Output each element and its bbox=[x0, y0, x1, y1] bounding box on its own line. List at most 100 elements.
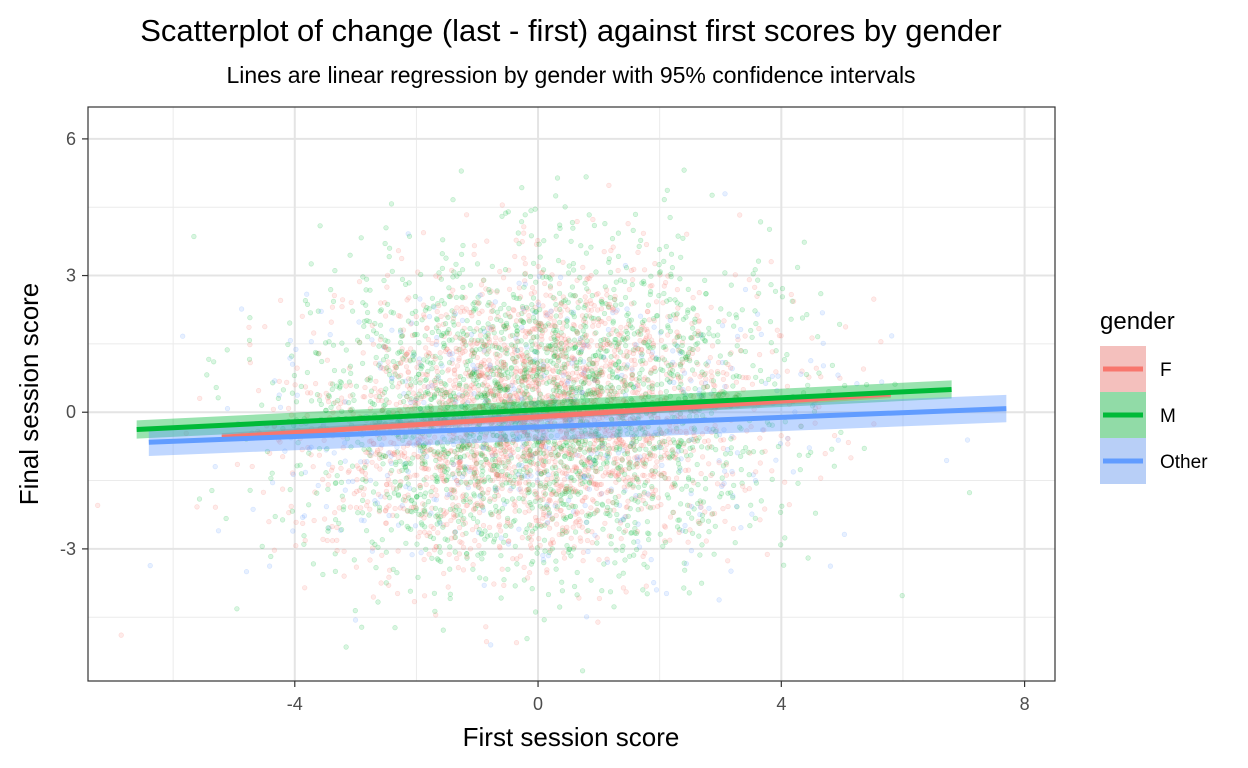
data-point bbox=[525, 383, 531, 389]
data-point bbox=[361, 517, 367, 524]
data-point bbox=[778, 542, 784, 548]
data-point bbox=[585, 467, 591, 474]
data-point bbox=[620, 476, 627, 482]
data-point bbox=[510, 480, 516, 486]
data-point bbox=[750, 271, 756, 277]
data-point bbox=[430, 535, 437, 542]
data-point bbox=[413, 379, 419, 385]
data-point bbox=[427, 439, 434, 445]
data-point bbox=[706, 325, 712, 332]
data-point bbox=[680, 335, 687, 341]
data-point bbox=[499, 566, 505, 572]
data-point bbox=[596, 446, 603, 452]
data-point bbox=[756, 290, 762, 296]
data-point bbox=[777, 509, 784, 515]
data-point bbox=[493, 452, 499, 459]
data-point bbox=[481, 277, 487, 283]
data-point bbox=[423, 481, 429, 488]
data-point bbox=[778, 333, 784, 339]
data-point bbox=[506, 305, 512, 312]
data-point bbox=[498, 472, 504, 478]
data-point bbox=[499, 468, 505, 475]
data-point bbox=[599, 385, 605, 391]
data-point bbox=[491, 330, 497, 336]
data-point bbox=[507, 333, 514, 339]
data-point bbox=[298, 383, 304, 390]
data-point bbox=[505, 324, 511, 331]
data-point bbox=[543, 449, 549, 455]
data-point bbox=[509, 351, 516, 357]
data-point bbox=[575, 491, 581, 497]
data-point bbox=[715, 371, 721, 377]
data-point bbox=[687, 445, 693, 452]
data-point bbox=[635, 521, 641, 527]
data-point bbox=[577, 275, 583, 281]
data-point bbox=[403, 364, 410, 370]
data-point bbox=[534, 377, 540, 383]
data-point bbox=[546, 525, 553, 531]
data-point bbox=[424, 532, 430, 539]
data-point bbox=[408, 321, 414, 327]
data-point bbox=[768, 282, 774, 288]
data-point bbox=[712, 523, 718, 529]
data-point bbox=[365, 309, 371, 316]
data-point bbox=[753, 374, 759, 380]
data-point bbox=[683, 354, 689, 360]
data-point bbox=[739, 307, 745, 313]
data-point bbox=[600, 473, 606, 479]
data-point bbox=[842, 324, 849, 330]
data-point bbox=[818, 374, 824, 380]
data-point bbox=[348, 370, 354, 377]
data-point bbox=[471, 471, 477, 477]
data-point bbox=[661, 452, 667, 459]
data-point bbox=[650, 344, 656, 350]
data-point bbox=[541, 462, 547, 468]
data-point bbox=[480, 495, 487, 502]
data-point bbox=[829, 446, 835, 452]
data-point bbox=[619, 547, 625, 554]
data-point bbox=[451, 529, 458, 536]
data-point bbox=[514, 331, 520, 337]
data-point bbox=[655, 495, 662, 501]
data-point bbox=[498, 553, 504, 559]
data-point bbox=[742, 348, 749, 355]
data-point bbox=[483, 639, 490, 645]
data-point bbox=[310, 561, 317, 567]
data-point bbox=[385, 301, 391, 307]
data-point bbox=[569, 360, 575, 366]
data-point bbox=[440, 627, 446, 633]
data-point bbox=[519, 382, 525, 388]
data-point bbox=[549, 491, 555, 497]
data-point bbox=[365, 499, 371, 505]
data-point bbox=[661, 197, 667, 203]
data-point bbox=[613, 547, 619, 553]
data-point bbox=[457, 346, 463, 352]
data-point bbox=[577, 535, 583, 541]
data-point bbox=[284, 379, 290, 386]
data-point bbox=[480, 468, 486, 474]
data-point bbox=[436, 303, 442, 309]
data-point bbox=[697, 552, 703, 558]
data-point bbox=[734, 333, 741, 340]
data-point bbox=[768, 259, 774, 265]
data-point bbox=[677, 276, 683, 282]
data-point bbox=[818, 475, 824, 481]
data-point bbox=[439, 332, 445, 338]
data-point bbox=[677, 501, 684, 507]
data-point bbox=[762, 448, 768, 454]
data-point bbox=[373, 378, 379, 384]
data-point bbox=[667, 514, 674, 520]
data-point bbox=[568, 386, 575, 393]
data-point bbox=[487, 462, 493, 468]
data-point bbox=[620, 585, 627, 591]
data-point bbox=[603, 301, 609, 307]
data-point bbox=[752, 308, 758, 314]
data-point bbox=[526, 318, 533, 324]
data-point bbox=[533, 348, 539, 355]
data-point bbox=[417, 529, 423, 536]
data-point bbox=[464, 212, 470, 218]
data-point bbox=[553, 193, 559, 199]
data-point bbox=[461, 376, 467, 383]
data-point bbox=[441, 478, 447, 484]
data-point bbox=[399, 255, 405, 262]
